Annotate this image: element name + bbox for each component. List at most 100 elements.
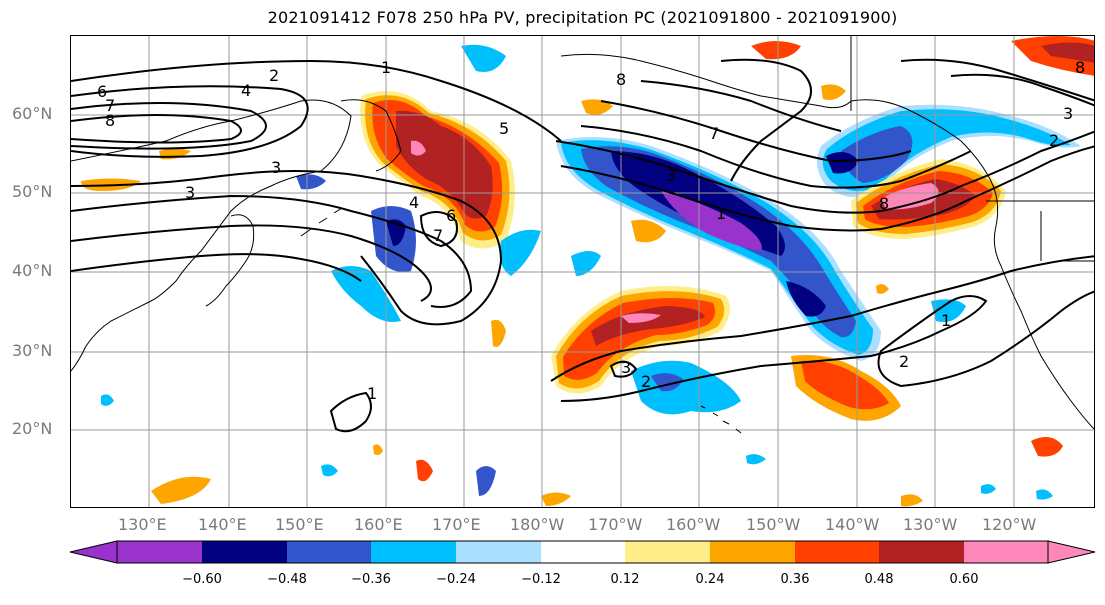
colorbar-bin xyxy=(964,541,1048,563)
pv-contour xyxy=(720,58,812,182)
lon-label-150e: 150°E xyxy=(275,515,324,534)
contour-label: 8 xyxy=(879,194,889,213)
precip-positive-area xyxy=(1041,42,1094,63)
colorbar-svg xyxy=(69,540,1096,564)
colorbar-extend-right xyxy=(1047,540,1096,564)
colorbar-tick-label: 0.36 xyxy=(780,572,810,587)
precip-negative-area xyxy=(101,394,114,406)
contour-label: 2 xyxy=(899,352,909,371)
precip-negative-area xyxy=(981,484,996,494)
colorbar-tick-label: 0.60 xyxy=(949,572,979,587)
precip-negative-area xyxy=(476,466,496,496)
precip-positive-area xyxy=(373,444,383,455)
lon-label-160w: 160°W xyxy=(666,515,721,534)
pv-contour xyxy=(71,194,473,308)
precip-negative-area xyxy=(296,174,326,190)
colorbar-bin xyxy=(202,541,287,563)
precip-positive-area xyxy=(411,140,426,156)
precip-negative-area xyxy=(499,229,541,276)
japan-coastline xyxy=(205,214,255,307)
precip-positive-area xyxy=(801,360,889,410)
pv-contour xyxy=(580,125,972,189)
colorbar-bin xyxy=(879,541,964,563)
pv-contour xyxy=(329,391,372,433)
precip-negative-area xyxy=(746,454,766,465)
precip-positive-area xyxy=(901,494,923,507)
lon-label-130e: 130°E xyxy=(118,515,167,534)
contour-label: 8 xyxy=(105,111,115,130)
pv-contours xyxy=(71,58,1094,433)
colorbar-bin xyxy=(625,541,710,563)
precip-positive-area xyxy=(876,284,889,294)
contour-label: 3 xyxy=(621,358,631,377)
lat-label-40n: 40°N xyxy=(12,261,53,280)
contour-label: 8 xyxy=(616,70,626,89)
lon-label-180w: 180°W xyxy=(510,515,565,534)
contour-label: 7 xyxy=(709,124,719,143)
map-svg: 2 1 6 7 8 4 3 3 5 7 8 4 6 3 1 2 3 2 1 2 … xyxy=(71,36,1094,507)
colorbar-tick-label: −0.60 xyxy=(182,572,222,587)
colorbar-bin xyxy=(456,541,541,563)
pv-contour xyxy=(900,58,1094,102)
contour-label: 8 xyxy=(1075,58,1085,77)
pv-contour xyxy=(71,170,503,326)
pv-contour xyxy=(600,100,912,163)
colorbar-bin xyxy=(795,541,879,563)
contour-label: 7 xyxy=(105,96,115,115)
precip-negative-area xyxy=(461,44,506,72)
colorbar-tick-label: 0.12 xyxy=(610,572,640,587)
contour-label: 2 xyxy=(641,372,651,391)
lon-label-160e: 160°E xyxy=(354,515,403,534)
pv-contour xyxy=(609,360,638,378)
lat-label-60n: 60°N xyxy=(12,104,53,123)
colorbar-bin xyxy=(541,541,625,563)
colorbar xyxy=(0,535,1105,605)
contour-label: 1 xyxy=(716,204,726,223)
pv-contour xyxy=(419,211,458,248)
precip-negative-area xyxy=(571,251,601,276)
colorbar-bin xyxy=(710,541,795,563)
precip-positive-area xyxy=(751,41,801,60)
precip-negative-area xyxy=(331,266,401,322)
lon-label-170w: 170°W xyxy=(588,515,643,534)
pv-contour xyxy=(560,290,1094,402)
pv-contour xyxy=(640,80,842,132)
contour-label: 5 xyxy=(499,119,509,138)
precip-positive-area xyxy=(541,492,571,506)
precip-negative-area xyxy=(321,464,338,477)
contour-label: 3 xyxy=(666,166,676,185)
precip-negative-area xyxy=(841,126,913,183)
precip-negative-area xyxy=(786,281,826,317)
precip-positive-area xyxy=(491,319,506,347)
colorbar-tick-label: 0.24 xyxy=(695,572,725,587)
pv-contour xyxy=(71,59,562,142)
contour-label: 3 xyxy=(1063,104,1073,123)
lat-label-30n: 30°N xyxy=(12,341,53,360)
colorbar-tick-label: −0.36 xyxy=(351,572,391,587)
pv-contour xyxy=(71,253,362,282)
map-title: 2021091412 F078 250 hPa PV, precipitatio… xyxy=(267,8,898,27)
map-panel: 2 1 6 7 8 4 3 3 5 7 8 4 6 3 1 2 3 2 1 2 … xyxy=(70,35,1095,508)
pv-contour xyxy=(71,114,242,144)
precip-positive-area xyxy=(881,183,939,210)
precip-positive-area xyxy=(581,99,613,115)
lon-label-120w: 120°W xyxy=(982,515,1037,534)
us-borders xyxy=(850,36,1094,262)
pv-contour xyxy=(71,85,309,158)
contour-labels: 2 1 6 7 8 4 3 3 5 7 8 4 6 3 1 2 3 2 1 2 … xyxy=(97,58,1085,403)
precip-negative-area xyxy=(931,299,966,322)
lon-label-170e: 170°E xyxy=(432,515,481,534)
north-america-coastline xyxy=(850,99,1094,430)
pv-contour xyxy=(71,101,267,150)
colorbar-bin xyxy=(371,541,456,563)
precip-positive-area xyxy=(416,459,433,482)
contour-label: 6 xyxy=(446,206,456,225)
contour-label: 2 xyxy=(1049,131,1059,150)
precip-negative-area xyxy=(1036,489,1053,500)
colorbar-tick-label: −0.12 xyxy=(521,572,561,587)
precip-negative-area xyxy=(661,191,762,251)
contour-label: 6 xyxy=(97,82,107,101)
contour-label: 4 xyxy=(409,193,419,212)
contour-label: 7 xyxy=(433,226,443,245)
pv-contour xyxy=(550,255,1094,382)
